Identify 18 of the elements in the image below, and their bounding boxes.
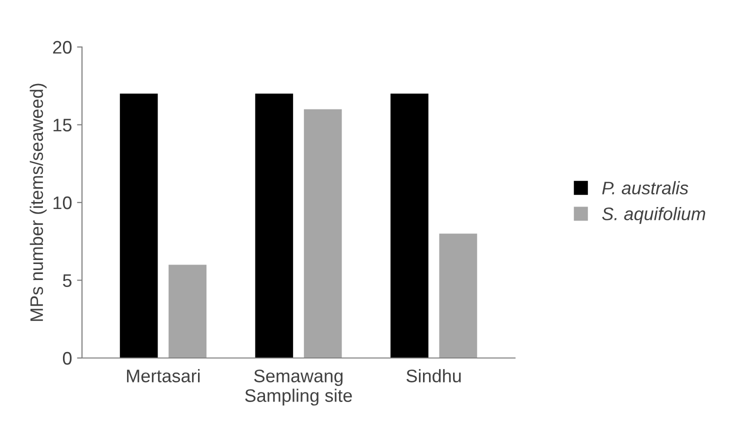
- legend-label: P. australis: [602, 181, 688, 194]
- y-tick-label: 15: [54, 118, 72, 132]
- x-tick-label: Semawang: [254, 370, 343, 386]
- y-tick-label: 10: [54, 196, 72, 210]
- x-tick-label: Sindhu: [406, 369, 461, 382]
- y-tick-label: 5: [62, 274, 72, 287]
- y-tick-label: 0: [62, 352, 72, 365]
- bar: [168, 264, 206, 358]
- x-tick-label: Mertasari: [127, 369, 200, 382]
- y-axis-title: MPs number (items/seaweed): [30, 84, 47, 321]
- bar: [304, 109, 342, 358]
- bar: [120, 94, 158, 358]
- x-axis-title: Sampling site: [245, 388, 352, 406]
- bar: [255, 94, 294, 358]
- bar: [390, 94, 428, 358]
- legend-label: S. aquifolium: [602, 207, 706, 224]
- bar: [439, 234, 478, 358]
- y-tick-label: 20: [53, 40, 72, 54]
